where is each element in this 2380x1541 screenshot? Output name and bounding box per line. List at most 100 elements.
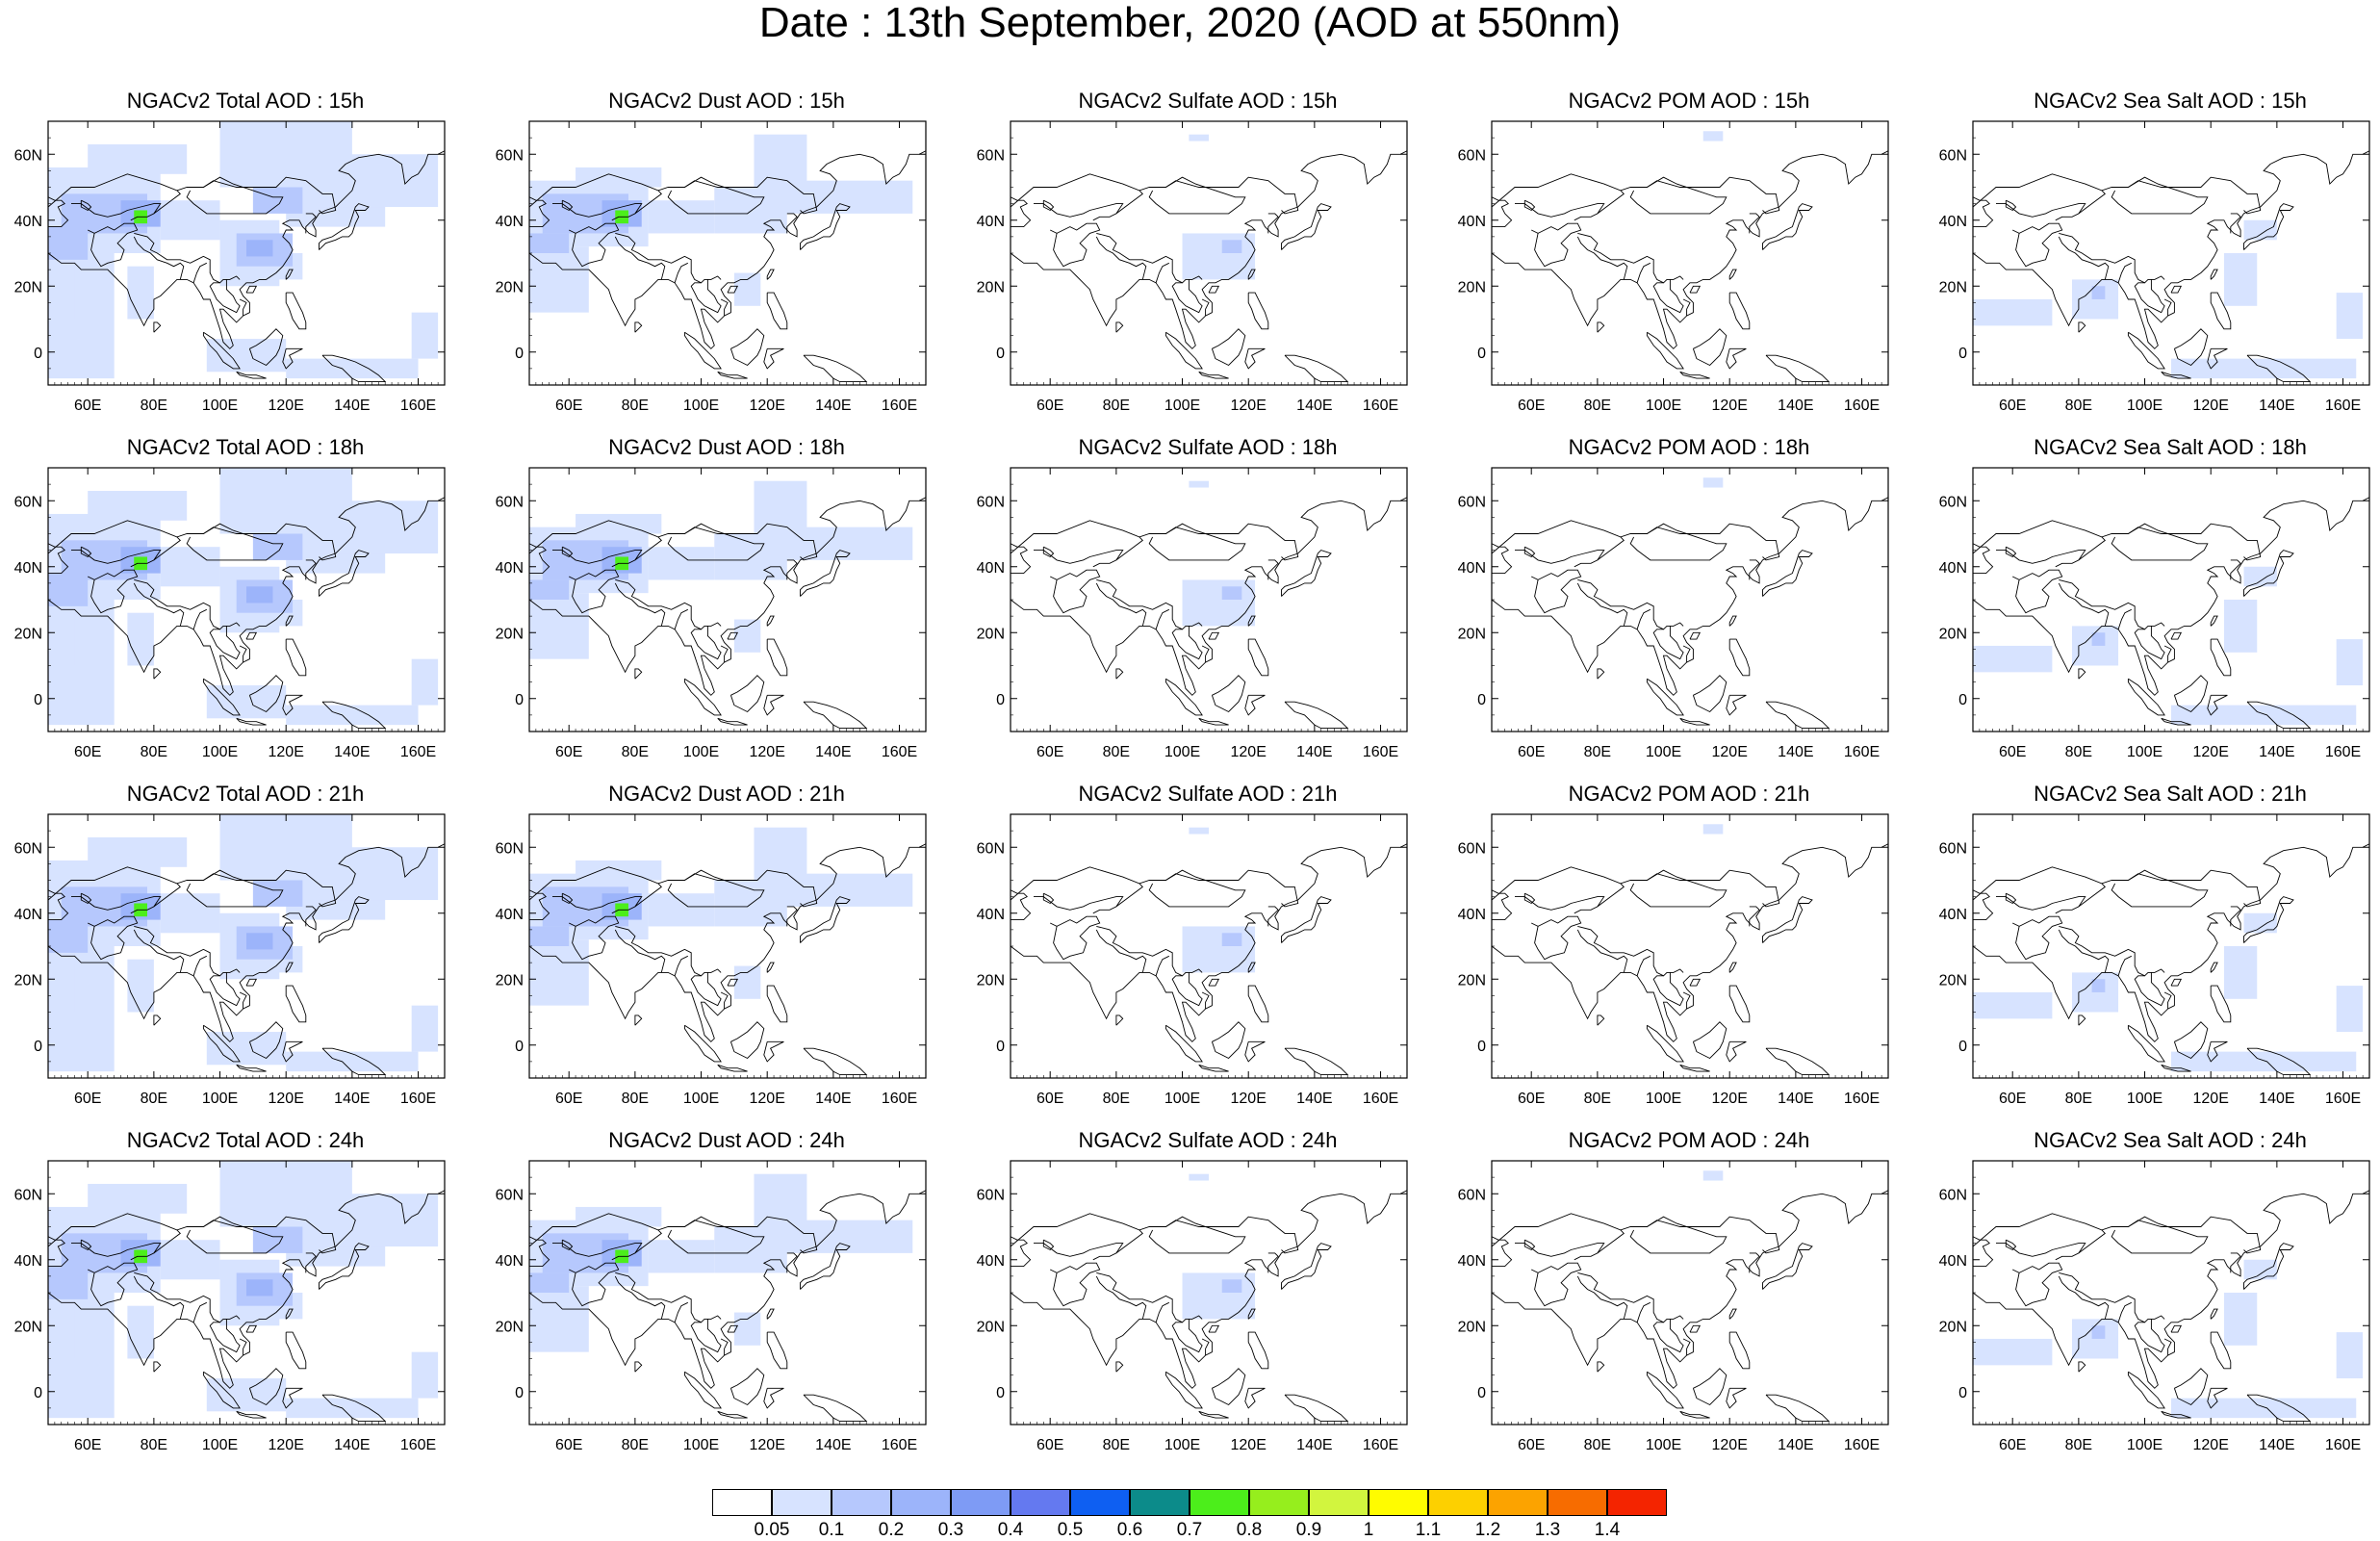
map-frame	[1972, 1160, 2370, 1425]
panel-title: NGACv2 Sulfate AOD : 21h	[1078, 782, 1338, 806]
coastline	[561, 892, 574, 905]
coastline	[239, 991, 247, 1010]
coastline	[2111, 176, 2209, 215]
coastline	[153, 536, 181, 561]
lon-tick-label: 80E	[622, 398, 649, 414]
lon-tick-label: 120E	[1231, 744, 1267, 760]
coastline	[2111, 869, 2209, 908]
aod-plume-0.2	[252, 880, 303, 907]
map-plot: 60E 80E 100E 120E 140E 160E 60N 40N 20N 0	[14, 467, 446, 760]
coastline	[1201, 1338, 1210, 1356]
map-panel-dust-24: NGACv2 Dust AOD : 24h 60E 80E 100E 120E 140E 1…	[481, 1128, 934, 1475]
map-panel-total-24: NGACv2 Total AOD : 24h 60E 80E 100E 120E 140E…	[0, 1128, 452, 1475]
coastline	[1679, 717, 1710, 726]
panel-title: NGACv2 POM AOD : 21h	[1568, 782, 1810, 806]
coastline	[2210, 962, 2218, 973]
coastline	[1201, 991, 1210, 1010]
coastline	[561, 199, 574, 212]
lat-tick-label: 20N	[14, 279, 42, 295]
aod-plume-0.1	[1189, 134, 1209, 141]
coastline	[2243, 1243, 2294, 1290]
coastline	[1652, 626, 1684, 660]
lon-tick-label: 140E	[2259, 744, 2294, 760]
aod-plume-0.1	[2243, 566, 2277, 587]
lat-tick-label: 60N	[1939, 494, 1967, 510]
aod-plume-0.1	[529, 1286, 589, 1352]
map-panel-dust-21: NGACv2 Dust AOD : 21h 60E 80E 100E 120E 140E 1…	[481, 782, 934, 1128]
coastline	[186, 869, 284, 908]
lon-tick-label: 60E	[1036, 1437, 1063, 1453]
coastline	[1973, 520, 2262, 561]
coastline	[1728, 1331, 1751, 1370]
coastline	[1115, 883, 1143, 908]
coastline	[2059, 232, 2165, 284]
coastline	[529, 1236, 547, 1254]
coastline	[285, 292, 307, 330]
coastline	[674, 955, 688, 976]
map-panel-seasalt-24: NGACv2 Sea Salt AOD : 24h 60E 80E 100E 120E 1…	[1925, 1128, 2377, 1475]
colorbar-swatch	[1249, 1489, 1309, 1516]
coastline	[2210, 985, 2232, 1023]
coastline	[71, 896, 162, 914]
coastline	[1267, 1252, 1279, 1273]
coastline	[1115, 668, 1124, 680]
coastline	[2078, 321, 2086, 333]
coastline	[1011, 866, 1299, 908]
coastline	[1247, 292, 1269, 330]
map-plot: 60E 80E 100E 120E 140E 160E 60N 40N 20N 0	[977, 467, 1408, 760]
aod-plume-0.1	[319, 154, 439, 208]
lat-tick-label: 40N	[1939, 907, 1967, 923]
map-plot: 60E 80E 100E 120E 140E 160E 60N 40N 20N 0	[496, 120, 927, 414]
coastline	[1208, 631, 1220, 640]
map-plot: 60E 80E 100E 120E 140E 160E 60N 40N 20N 0	[1458, 467, 1889, 760]
aod-plume-0.1	[648, 893, 715, 927]
coastline	[1492, 497, 1888, 696]
coastline	[2207, 1040, 2228, 1063]
coastline	[529, 866, 818, 908]
coastline	[1492, 889, 1509, 908]
coastline	[1492, 866, 1780, 908]
lon-tick-label: 80E	[1584, 744, 1611, 760]
aod-plume-0.2	[48, 919, 89, 953]
panel-title: NGACv2 Total AOD : 18h	[126, 435, 365, 459]
coastline	[133, 1275, 185, 1320]
coastline	[1577, 232, 1684, 284]
lon-tick-label: 100E	[202, 398, 238, 414]
coastline	[2078, 668, 2086, 680]
panel-title: NGACv2 Sea Salt AOD : 15h	[2034, 89, 2307, 113]
coastline	[1597, 1361, 1605, 1373]
coastline	[285, 1308, 294, 1320]
lon-tick-label: 80E	[1103, 1091, 1130, 1107]
coastline	[763, 347, 784, 370]
coastline	[1492, 150, 1888, 349]
coastline	[1576, 582, 1628, 627]
lat-tick-label: 60N	[1458, 1187, 1486, 1203]
coastline	[2117, 608, 2132, 629]
coastline	[2173, 675, 2209, 713]
coastline	[2078, 1014, 2086, 1026]
aod-plume-0.1	[74, 952, 108, 1013]
coastline	[1096, 925, 1203, 977]
coastline	[1148, 1216, 1246, 1254]
aod-plume-0.2	[252, 533, 303, 560]
lon-tick-label: 80E	[1103, 398, 1130, 414]
coastline	[1095, 929, 1147, 973]
lon-tick-label: 140E	[2259, 398, 2294, 414]
aod-plume-0.1	[127, 266, 154, 320]
coastline	[1201, 298, 1210, 317]
coastline	[1973, 866, 2262, 908]
coastline	[690, 972, 722, 1007]
coastline	[614, 236, 666, 280]
coastline	[615, 232, 722, 284]
lon-tick-label: 80E	[2065, 1437, 2092, 1453]
coastline	[727, 631, 739, 640]
lat-tick-label: 0	[34, 346, 42, 362]
lon-tick-label: 120E	[750, 744, 785, 760]
coastline	[48, 150, 445, 349]
aod-plume-0.1	[88, 143, 188, 174]
lon-tick-label: 80E	[1584, 1091, 1611, 1107]
coastline	[1011, 543, 1028, 561]
coastline	[1996, 203, 2086, 221]
coastline	[1515, 1243, 1605, 1261]
coastline	[1597, 668, 1605, 680]
